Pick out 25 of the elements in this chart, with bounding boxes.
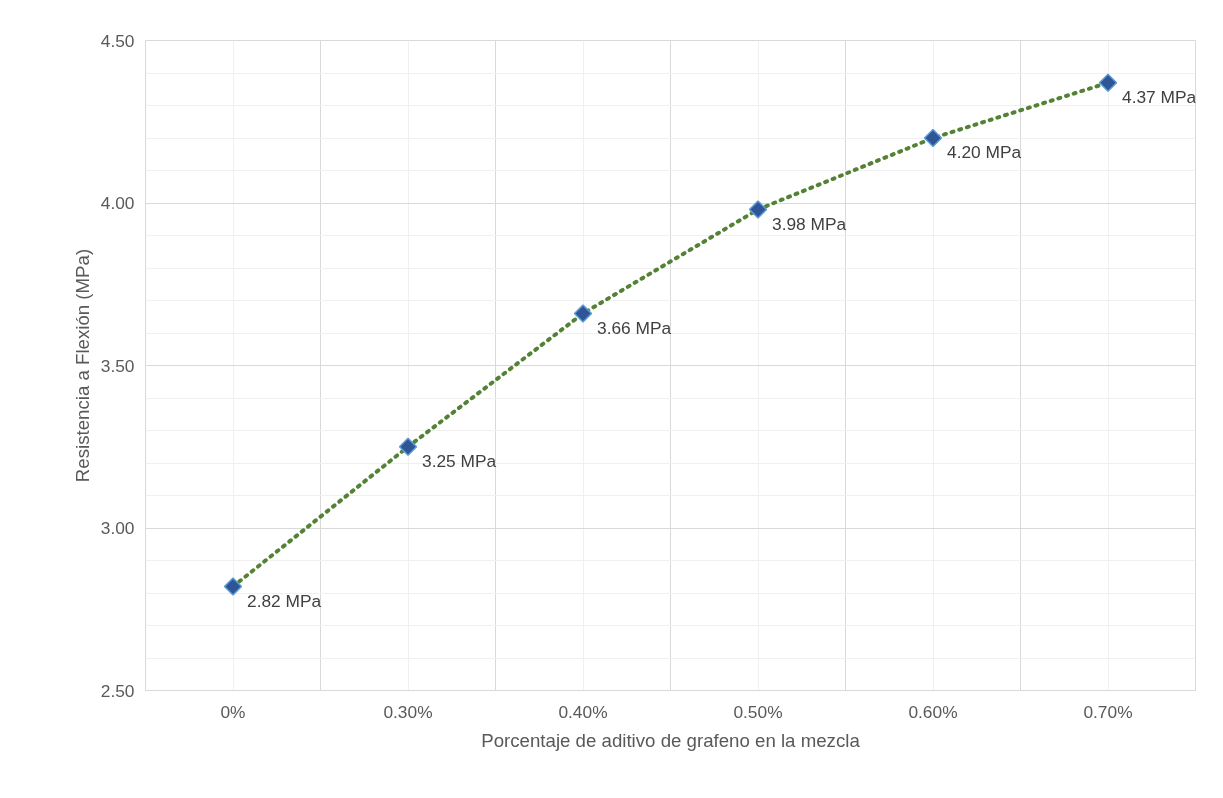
y-axis-title: Resistencia a Flexión (MPa)	[71, 248, 93, 483]
point	[398, 437, 418, 456]
y-tick-label: 3.50	[100, 355, 135, 376]
x-tick-label: 0.30%	[383, 701, 433, 722]
x-tick-label: 0.70%	[1083, 701, 1133, 722]
x-tick-label: 0.60%	[908, 701, 958, 722]
data-label: 3.66 MPa	[597, 317, 672, 338]
x-tick-label: 0.40%	[558, 701, 608, 722]
x-axis-title: Porcentaje de aditivo de grafeno en la mezcla	[481, 729, 861, 751]
x-tick-label: 0%	[220, 701, 246, 722]
data-label: 4.20 MPa	[947, 142, 1022, 162]
data-label: 3.25 MPa	[422, 450, 497, 471]
point	[223, 577, 243, 596]
point	[923, 128, 943, 148]
point	[573, 304, 593, 323]
y-tick-label: 2.50	[100, 680, 135, 701]
data-label: 3.98 MPa	[772, 213, 847, 234]
point	[748, 200, 768, 219]
data-label: 2.82 MPa	[247, 590, 322, 611]
point	[1098, 73, 1118, 92]
y-tick-label: 4.50	[100, 30, 135, 51]
data-label: 4.37 MPa	[1122, 86, 1197, 107]
y-tick-label: 3.00	[100, 518, 135, 538]
y-tick-label: 4.00	[100, 193, 135, 213]
x-tick-label: 0.50%	[733, 701, 783, 722]
